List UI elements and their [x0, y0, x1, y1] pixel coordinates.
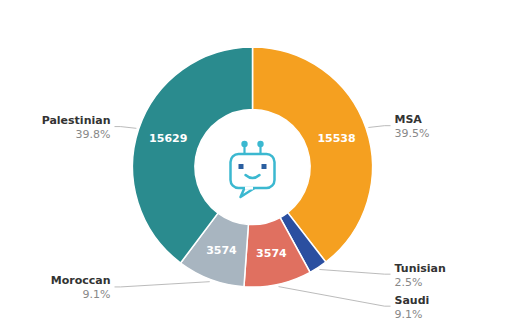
- robot-tail-cover: [245, 187, 253, 190]
- leader-line: [115, 282, 210, 287]
- annotation-name: Saudi: [395, 294, 430, 307]
- annotation-percent: 9.1%: [395, 308, 423, 321]
- data-label: 3574: [256, 247, 287, 260]
- annotation-name: MSA: [395, 113, 423, 126]
- annotation-percent: 39.5%: [395, 127, 430, 140]
- slice: [244, 218, 310, 287]
- annotation-percent: 39.8%: [76, 128, 111, 141]
- leader-line: [279, 287, 391, 307]
- chart: 15538 3574 3574 15629 MSA39.5% Tunisian2.5% Sa…: [0, 0, 505, 334]
- robot-antenna-dot: [241, 141, 247, 147]
- data-label: 15629: [149, 132, 187, 145]
- robot-smile: [246, 175, 260, 178]
- data-label: 15538: [317, 132, 355, 145]
- annotation-percent: 2.5%: [395, 276, 423, 289]
- robot-antenna-dot: [257, 141, 263, 147]
- leader-line: [319, 269, 390, 274]
- annotations: MSA39.5%Tunisian2.5%Saudi9.1%Moroccan9.1…: [42, 113, 446, 320]
- robot-icon: [231, 141, 275, 197]
- annotation-name: Palestinian: [42, 114, 111, 127]
- robot-eye: [262, 164, 267, 169]
- leader-line: [115, 127, 137, 129]
- annotation-percent: 9.1%: [83, 288, 111, 301]
- data-label: 3574: [206, 244, 237, 257]
- robot-body: [231, 154, 275, 188]
- slices: [133, 47, 373, 287]
- annotation-name: Moroccan: [51, 274, 111, 287]
- robot-eye: [239, 164, 244, 169]
- data-labels: 15538 3574 3574 15629: [149, 132, 356, 260]
- leader-line: [368, 126, 390, 128]
- annotation-name: Tunisian: [395, 262, 446, 275]
